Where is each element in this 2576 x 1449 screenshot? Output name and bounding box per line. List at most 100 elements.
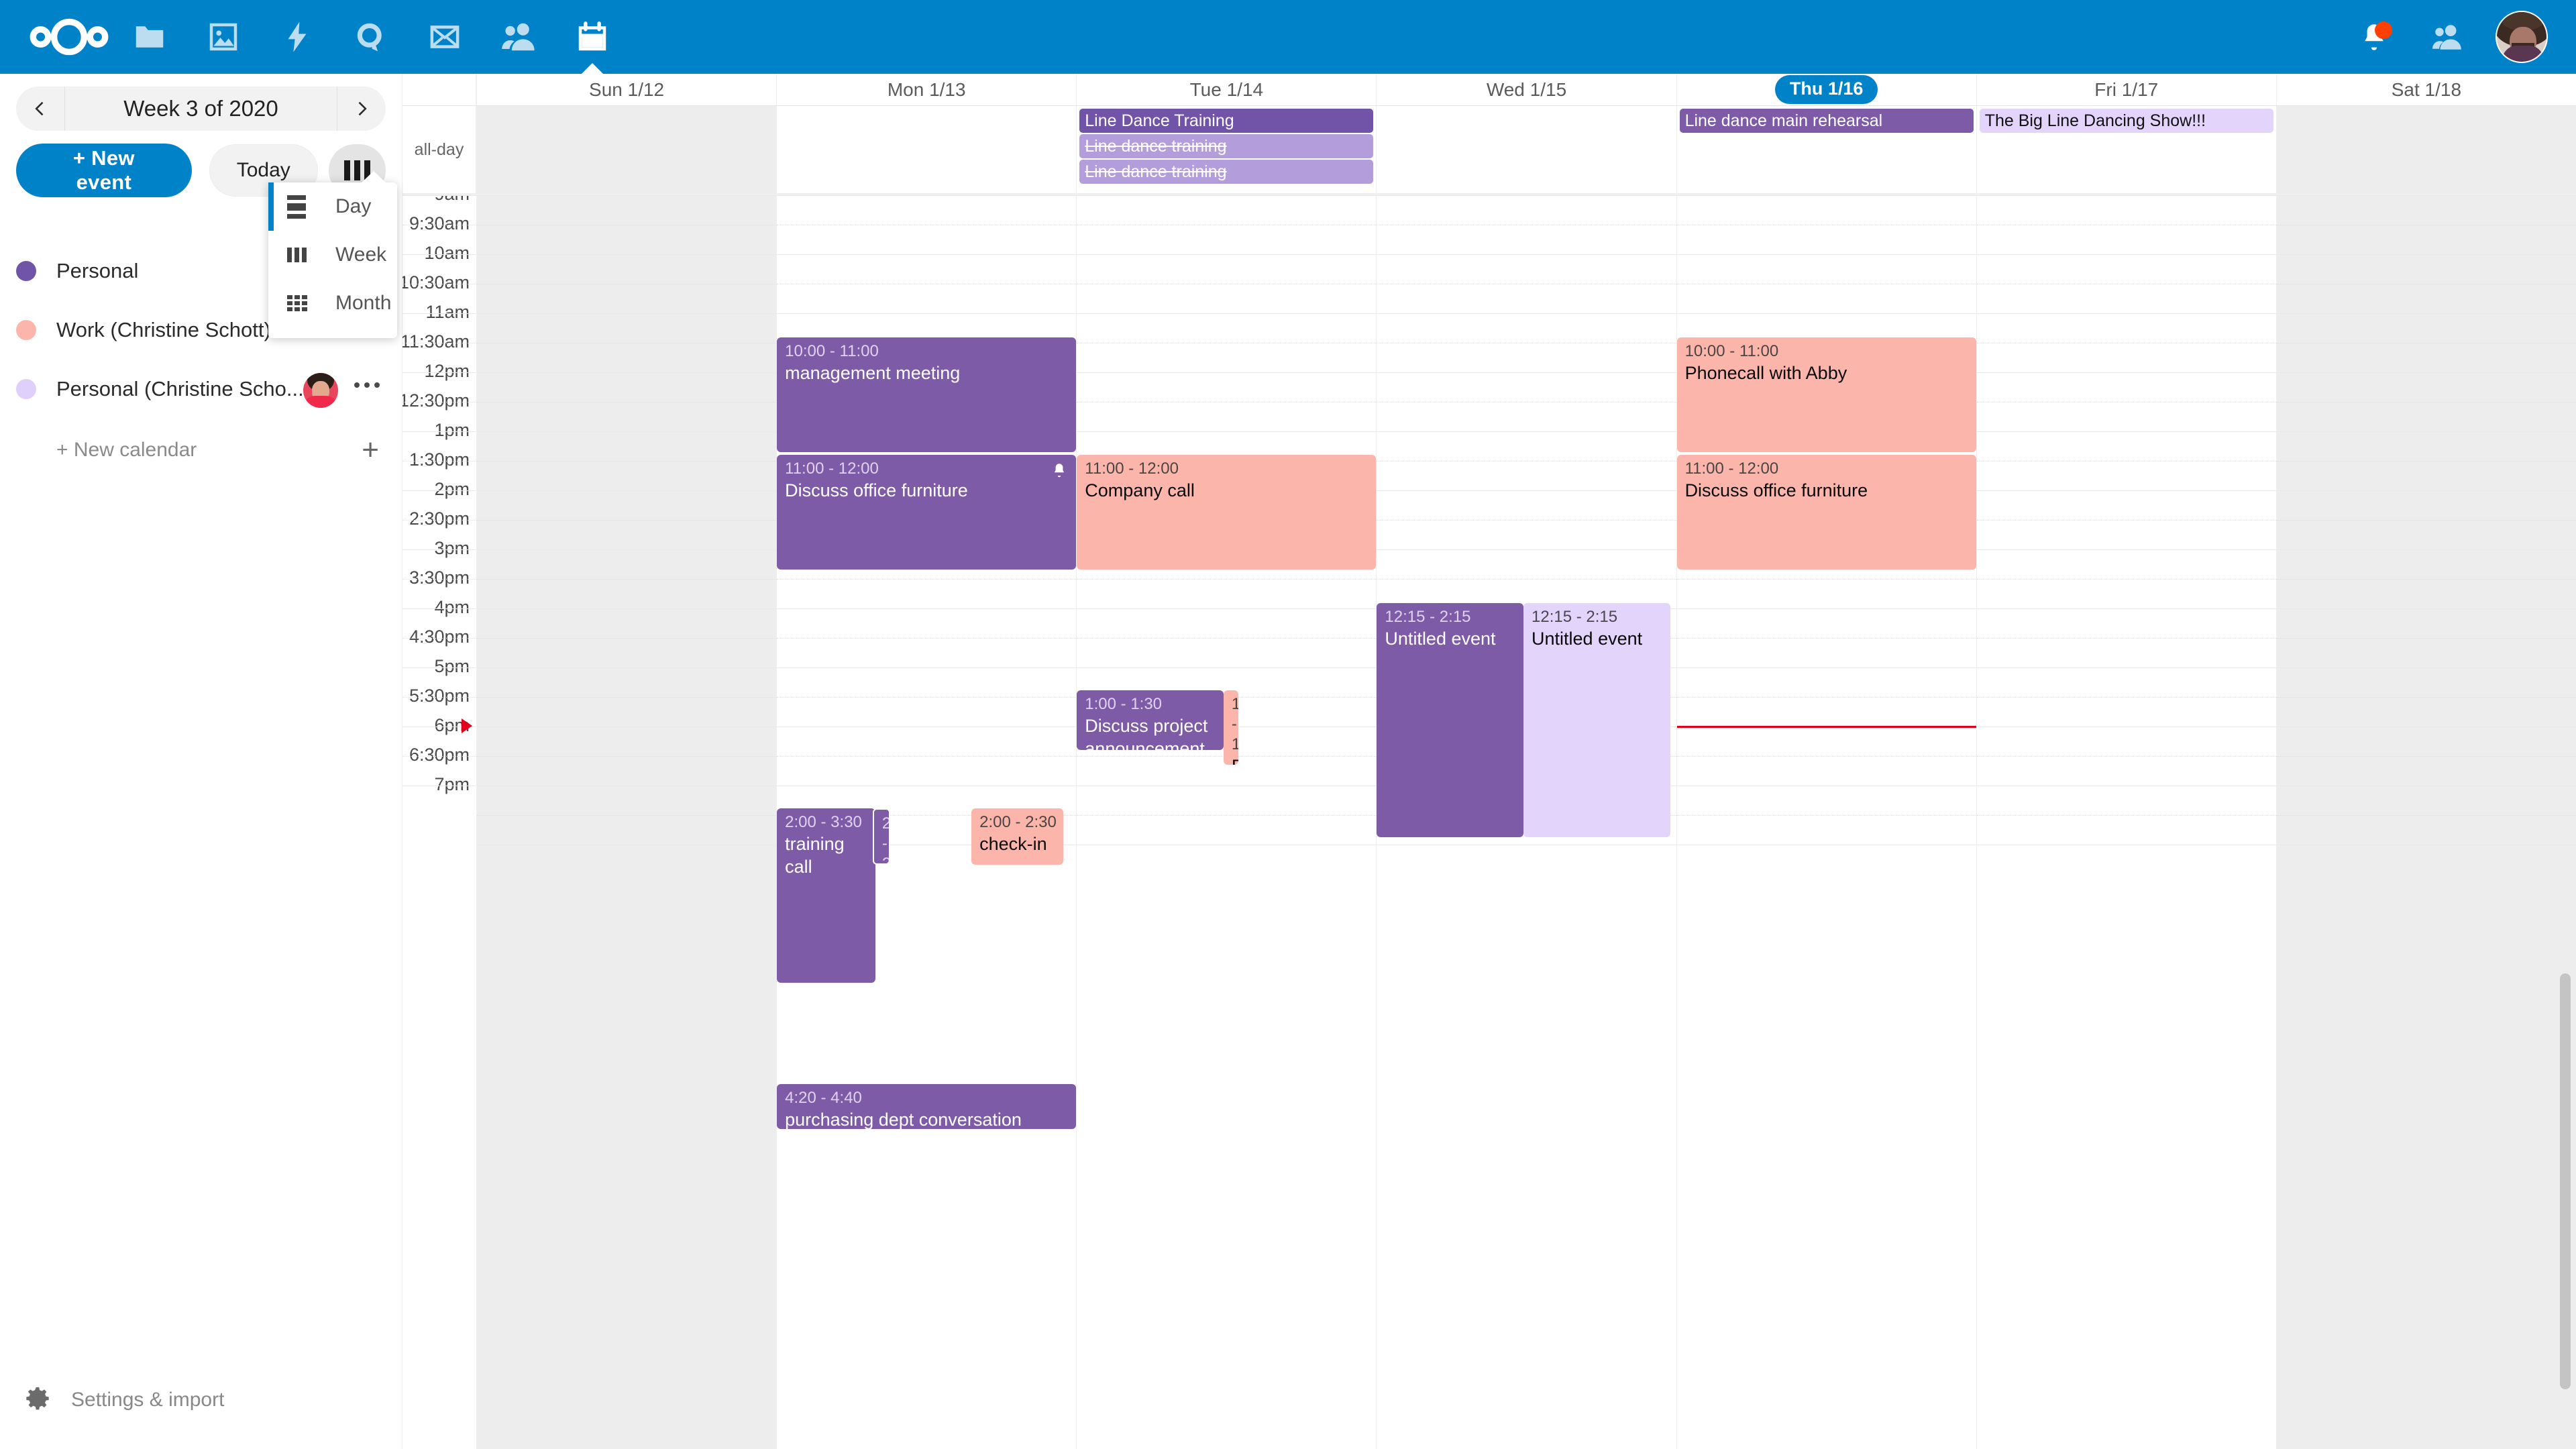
day-header-5[interactable]: Fri 1/17 [1976, 74, 2276, 105]
grid-line [1976, 372, 2276, 373]
all-day-cell-1[interactable] [776, 106, 1076, 193]
calendar-event[interactable]: 10:00 - 11:00 Phonecall with Abby [1676, 337, 1976, 452]
grid-line [2276, 431, 2576, 432]
calendar-event[interactable]: 12:15 - 2:15 Untitled event [1377, 603, 1524, 837]
day-header-2[interactable]: Tue 1/14 [1076, 74, 1376, 105]
hour-label: 2pm [434, 479, 470, 499]
new-calendar-button[interactable]: + New calendar + [0, 421, 402, 479]
grid-line [777, 254, 1077, 255]
calendar-event[interactable]: 12:15 - 2:15 Untitled event [1523, 603, 1670, 837]
plus-icon[interactable]: + [362, 433, 379, 466]
avatar [2496, 11, 2548, 63]
nav-contacts[interactable] [482, 0, 555, 74]
calendar-actions-menu-icon[interactable] [354, 382, 380, 388]
user-menu-button[interactable] [2485, 0, 2559, 74]
day-column-2[interactable]: 11:00 - 12:00 Company call 1:00 - 1:30 Disc… [1076, 195, 1377, 1449]
calendar-event[interactable]: 11:00 - 12:00 Discuss office furniture [777, 455, 1077, 570]
grid-line [477, 490, 777, 491]
nav-photos[interactable] [186, 0, 260, 74]
event-time: 2:00 - 2:30 [979, 813, 1057, 831]
grid-line [402, 313, 476, 314]
calendar-event[interactable]: 11:00 - 12:00 Discuss office furniture [1676, 455, 1976, 570]
all-day-event[interactable]: Line Dance Training [1079, 109, 1374, 133]
all-day-cell-6[interactable] [2275, 106, 2576, 193]
week-view-icon [287, 248, 321, 262]
time-gutter: 9am 9:30am 10am 10:30am 11am 11:30am 12pm 12:30… [402, 195, 476, 1449]
all-day-cell-4[interactable]: Line dance main rehearsal [1676, 106, 1976, 193]
day-header-0[interactable]: Sun 1/12 [476, 74, 776, 105]
day-header-3[interactable]: Wed 1/15 [1376, 74, 1676, 105]
day-header-1[interactable]: Mon 1/13 [776, 74, 1076, 105]
day-header-label: Wed 1/15 [1486, 78, 1567, 100]
nav-mail[interactable] [408, 0, 482, 74]
calendar-list-item-work[interactable]: Work (Christine Schott) [0, 301, 402, 360]
notifications-button[interactable] [2337, 0, 2411, 74]
day-header-label: Sun 1/12 [589, 78, 665, 100]
grid-line [1377, 520, 1676, 521]
grid-line [1676, 608, 1976, 609]
nextcloud-logo-icon[interactable] [25, 0, 113, 74]
settings-and-import-button[interactable]: Settings & import [0, 1378, 402, 1422]
view-menu-label: Month [335, 292, 392, 314]
day-column-1[interactable]: 10:00 - 11:00 management meeting 11:00 - 1… [776, 195, 1077, 1449]
view-menu-item-month[interactable]: Month [268, 279, 397, 327]
calendar-event[interactable]: 10:00 - 11:00 management meeting [777, 337, 1077, 452]
day-header-4[interactable]: Thu 1/16 [1676, 74, 1976, 105]
grid-line [402, 667, 476, 668]
nav-calendar[interactable] [555, 0, 629, 74]
nav-search[interactable] [334, 0, 408, 74]
grid-line [477, 756, 777, 757]
grid-line [1676, 579, 1976, 580]
all-day-row: all-day Line Dance Training Line dance tr… [402, 106, 2576, 195]
nav-activity[interactable] [260, 0, 334, 74]
grid-line [1976, 313, 2276, 314]
nav-files[interactable] [113, 0, 186, 74]
day-column-5[interactable] [1976, 195, 2276, 1449]
day-column-4[interactable]: 10:00 - 11:00 Phonecall with Abby 11:00 - … [1676, 195, 1976, 1449]
calendar-event[interactable]: 2:00 - 3:30 training call [777, 808, 876, 983]
all-day-cell-3[interactable] [1376, 106, 1676, 193]
all-day-event[interactable]: Line dance training [1079, 134, 1374, 158]
grid-line [1077, 254, 1377, 255]
day-column-3[interactable]: 12:15 - 2:15 Untitled event 12:15 - 2:15 Un… [1376, 195, 1676, 1449]
grid-line [1077, 372, 1377, 373]
calendar-event[interactable]: 4:20 - 4:40 purchasing dept conversation [777, 1084, 1077, 1129]
topbar-right-group [2337, 0, 2559, 74]
grid-line [1077, 638, 1377, 639]
time-grid-scroll-area[interactable]: 9am 9:30am 10am 10:30am 11am 11:30am 12pm 12:30… [402, 195, 2576, 1449]
calendar-list-item-personal-shared[interactable]: Personal (Christine Scho... [0, 360, 402, 419]
contacts-menu-button[interactable] [2411, 0, 2485, 74]
all-day-event[interactable]: The Big Line Dancing Show!!! [1979, 109, 2273, 133]
grid-line [1077, 608, 1377, 609]
all-day-cell-0[interactable] [476, 106, 777, 193]
previous-week-button[interactable] [16, 87, 64, 131]
grid-line [1377, 549, 1676, 550]
day-view-icon [287, 195, 321, 219]
grid-line [777, 638, 1077, 639]
day-header-6[interactable]: Sat 1/18 [2275, 74, 2576, 105]
week-title: Week 3 of 2020 [64, 87, 337, 131]
vertical-scrollbar-track[interactable] [2560, 195, 2573, 1449]
day-column-6[interactable] [2275, 195, 2576, 1449]
view-menu-item-day[interactable]: Day [268, 182, 397, 231]
new-event-button[interactable]: + New event [16, 144, 192, 197]
all-day-event[interactable]: Line dance main rehearsal [1679, 109, 1974, 133]
view-menu-item-week[interactable]: Week [268, 231, 397, 279]
all-day-cell-5[interactable]: The Big Line Dancing Show!!! [1976, 106, 2276, 193]
next-week-button[interactable] [337, 87, 386, 131]
day-column-0[interactable] [476, 195, 777, 1449]
today-pill: Thu 1/16 [1774, 75, 1878, 104]
grid-line [402, 697, 476, 698]
calendar-event[interactable]: 11:00 - 12:00 Company call [1077, 455, 1377, 570]
all-day-event[interactable]: Line dance training [1079, 160, 1374, 184]
notification-badge [2375, 21, 2392, 39]
vertical-scrollbar-thumb[interactable] [2560, 973, 2571, 1389]
calendar-list-item-personal[interactable]: Personal [0, 241, 402, 301]
event-title: Discuss office furniture [1684, 480, 1868, 500]
hour-label: 2:30pm [409, 508, 470, 529]
all-day-cell-2[interactable]: Line Dance Training Line dance training Li… [1076, 106, 1376, 193]
